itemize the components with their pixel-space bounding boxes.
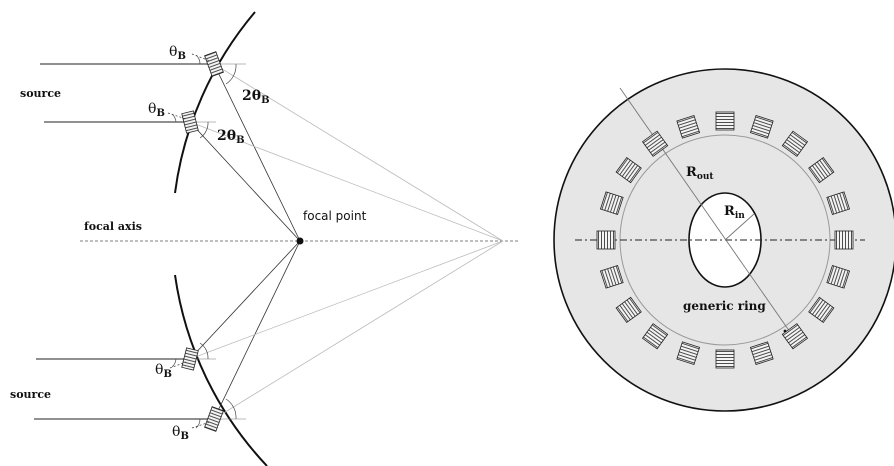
theta-label-3: θB: [155, 362, 172, 380]
two-theta-label-2: 2θB: [217, 128, 245, 146]
r-in-line: [724, 213, 755, 241]
crystal-bottom-1: [181, 347, 199, 371]
ring-crystal: [781, 130, 809, 157]
ring-crystal: [715, 111, 735, 131]
theta-label-4: θB: [172, 424, 189, 442]
angle-arc-4: [195, 418, 201, 429]
focal-point-label: focal point: [303, 209, 367, 223]
reflected-ray-3: [189, 240, 301, 360]
theta-label-2: θB: [148, 101, 165, 119]
left-panel: source source focal axis focal point θB …: [10, 11, 520, 466]
ring-crystal: [715, 349, 735, 369]
ring-crystal: [641, 130, 669, 157]
ring-crystal: [749, 114, 774, 139]
angle-arc-1: [195, 54, 201, 65]
normal-dash-2: [167, 112, 187, 120]
ring-crystal: [615, 296, 642, 324]
right-panel: Rout Rin generic ring: [553, 68, 894, 412]
ring-crystal: [826, 191, 851, 216]
ring-crystal: [808, 296, 835, 324]
grey-ray-1: [213, 63, 504, 242]
ring-crystal: [641, 323, 669, 350]
crystal-bottom-2: [204, 406, 224, 432]
theta-label-1: θB: [169, 44, 186, 62]
generic-ring-label: generic ring: [683, 299, 766, 313]
r-out-line: [619, 87, 791, 333]
ring-crystal: [676, 341, 701, 366]
grey-ray-3: [189, 240, 504, 360]
two-theta-arc-2: [199, 121, 209, 139]
crystal-top-1: [204, 51, 224, 77]
mirror-arc-bottom: [174, 274, 268, 466]
ring-crystal: [781, 323, 809, 350]
angle-arc-3: [171, 358, 177, 368]
reflected-ray-2: [189, 121, 301, 242]
ring-crystal: [596, 230, 616, 250]
normal-dash-4: [191, 421, 211, 429]
angle-arc-2: [171, 113, 177, 123]
normal-dash-3: [169, 361, 187, 369]
two-theta-arc-4: [225, 398, 237, 420]
r-out-label: Rout: [686, 165, 714, 182]
ring-crystal: [615, 156, 642, 184]
ring-crystal: [599, 264, 624, 289]
r-in-label: Rin: [724, 204, 745, 221]
ring-crystals: [596, 111, 854, 369]
ring-crystal: [599, 191, 624, 216]
two-theta-arc-3: [199, 342, 209, 360]
reflected-ray-1: [213, 63, 301, 242]
ring-crystal: [808, 156, 835, 184]
grey-ray-4: [213, 240, 504, 420]
two-theta-label-1: 2θB: [242, 88, 270, 106]
source-label-bottom: source: [10, 388, 51, 401]
mirror-arc-top: [174, 11, 256, 194]
grey-ray-2: [189, 121, 504, 242]
crystal-top-2: [181, 110, 199, 134]
focal-axis-label: focal axis: [84, 220, 142, 233]
ring-crystal: [834, 230, 854, 250]
normal-dash-1: [191, 53, 211, 62]
focal-point-dot: [296, 237, 304, 245]
reflected-ray-4: [213, 240, 301, 420]
source-label-top: source: [20, 87, 61, 100]
ring-crystal: [826, 264, 851, 289]
two-theta-arc-1: [225, 63, 237, 85]
ring-crystal: [676, 114, 701, 139]
ring-crystal: [749, 341, 774, 366]
